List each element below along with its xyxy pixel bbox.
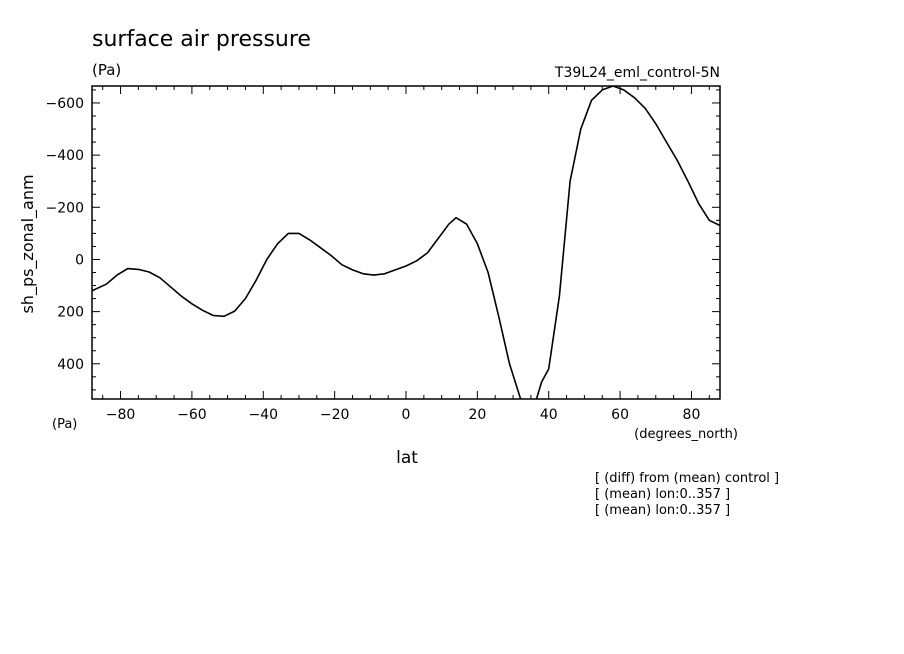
annotation-line-1: [ (diff) from (mean) control ] — [595, 471, 779, 486]
y-tick-label: −400 — [46, 148, 84, 164]
x-tick-label: −20 — [320, 407, 350, 423]
annotation-line-2: [ (mean) lon:0..357 ] — [595, 487, 730, 502]
y-axis-label: sh_ps_zonal_anm — [18, 174, 38, 313]
x-tick-label: 80 — [683, 407, 701, 423]
y-tick-label: 0 — [75, 252, 84, 268]
x-axis-units: (degrees_north) — [634, 427, 738, 442]
title-units: (Pa) — [92, 61, 121, 79]
x-tick-label: 40 — [540, 407, 558, 423]
ticks-layer — [92, 86, 720, 399]
x-tick-label: 0 — [402, 407, 411, 423]
series-layer — [92, 86, 720, 399]
y-axis-units: (Pa) — [52, 417, 77, 432]
x-tick-label: 60 — [611, 407, 629, 423]
run-label: T39L24_eml_control-5N — [554, 65, 720, 81]
x-tick-label: 20 — [468, 407, 486, 423]
chart-title: surface air pressure — [92, 27, 311, 52]
x-tick-label: −60 — [177, 407, 207, 423]
x-tick-label: −40 — [248, 407, 278, 423]
plot-frame — [91, 85, 721, 400]
y-tick-label: −600 — [46, 96, 84, 112]
series-line-0 — [92, 86, 720, 399]
y-tick-label: −200 — [46, 200, 84, 216]
x-tick-label: −80 — [106, 407, 136, 423]
annotation-line-3: [ (mean) lon:0..357 ] — [595, 503, 730, 518]
x-axis-label: lat — [396, 448, 418, 468]
y-tick-label: 400 — [57, 357, 84, 373]
y-tick-label: 200 — [57, 305, 84, 321]
